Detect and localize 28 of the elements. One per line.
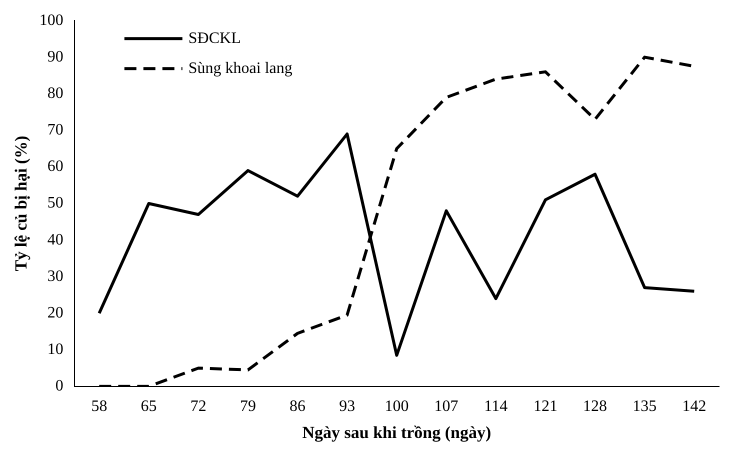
y-tick-label: 50	[47, 194, 64, 212]
x-tick-label: 93	[339, 398, 356, 416]
x-tick-label: 86	[290, 398, 306, 416]
y-tick-label: 10	[47, 341, 64, 358]
y-tick-label: 70	[47, 122, 64, 139]
y-tick-label: 100	[39, 12, 64, 29]
x-tick-label: 128	[583, 398, 608, 416]
y-tick-label: 80	[47, 84, 64, 102]
x-tick-label: 100	[384, 398, 409, 416]
x-tick-label: 107	[434, 398, 458, 416]
x-tick-label: 121	[533, 398, 558, 416]
y-tick-label: 40	[47, 231, 64, 248]
y-tick-label: 90	[47, 48, 64, 66]
y-axis-title: Tỷ lệ củ bị hại (%)	[12, 136, 31, 272]
y-tick-label: 60	[47, 158, 64, 176]
x-tick-label: 142	[682, 398, 706, 416]
legend-label: Sùng khoai lang	[188, 60, 292, 77]
y-tick-label: 30	[47, 268, 64, 285]
x-tick-label: 114	[484, 398, 508, 416]
x-tick-label: 65	[140, 398, 157, 416]
x-tick-label: 79	[240, 398, 256, 416]
x-tick-label: 135	[632, 398, 657, 416]
y-tick-label: 20	[47, 304, 64, 322]
x-axis-title: Ngày sau khi trồng (ngày)	[302, 423, 492, 442]
y-tick-label: 0	[55, 378, 64, 395]
legend-label: SĐCKL	[188, 30, 241, 47]
x-tick-label: 58	[91, 398, 108, 416]
x-tick-label: 72	[190, 398, 206, 416]
